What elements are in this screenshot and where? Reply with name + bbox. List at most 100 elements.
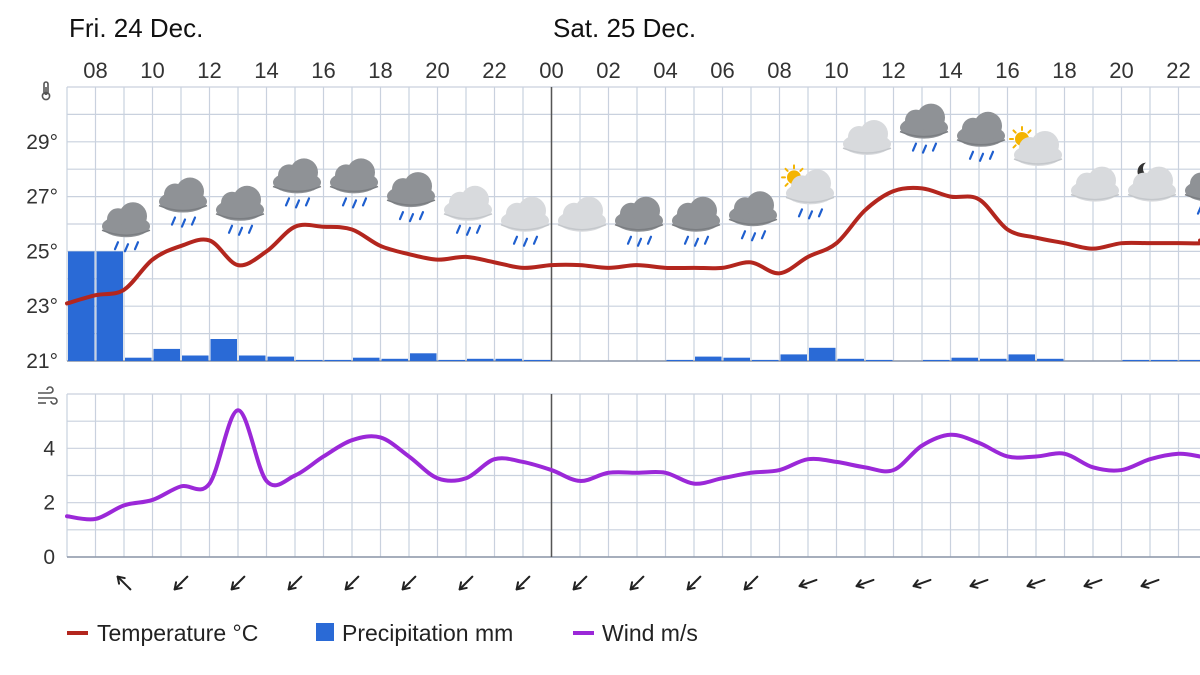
precipitation-bar-4 — [182, 355, 209, 361]
precipitation-bar-10 — [353, 357, 380, 361]
precipitation-bar-13 — [438, 359, 465, 361]
wind-arrow-2 — [230, 575, 246, 591]
wind-arrow-5 — [401, 575, 417, 591]
precipitation-bar-11 — [381, 358, 408, 361]
weather-icon-cloud-rain-0 — [101, 202, 151, 253]
hour-tick-label-11: 06 — [710, 58, 734, 83]
precipitation-bar-16 — [524, 359, 551, 361]
day-label-sat: Sat. 25 Dec. — [553, 13, 696, 43]
weather-icon-cloud-rain-10 — [671, 196, 721, 247]
weather-icon-cloud-rain-4 — [329, 158, 379, 209]
temperature-series — [65, 185, 1200, 306]
wind-tick-label-2: 4 — [43, 437, 55, 460]
thermometer-icon — [41, 81, 51, 101]
hour-tick-label-16: 16 — [995, 58, 1019, 83]
precipitation-bar-12 — [410, 353, 437, 361]
wind-arrow-10 — [686, 575, 702, 591]
precipitation-bar-9 — [324, 359, 351, 361]
temperature-line — [65, 185, 1200, 306]
precipitation-bar-2 — [125, 357, 152, 361]
precipitation-bar-37 — [1122, 359, 1149, 361]
hour-tick-label-8: 00 — [539, 58, 563, 83]
wind-series — [65, 408, 1200, 522]
hour-tick-label-6: 20 — [425, 58, 449, 83]
precipitation-bar-8 — [296, 359, 323, 361]
legend-label-wind: Wind m/s — [602, 620, 698, 646]
wind-line — [65, 408, 1200, 522]
hour-tick-label-0: 08 — [83, 58, 107, 83]
legend-swatch-precipitation — [316, 623, 334, 641]
precipitation-bar-23 — [723, 357, 750, 361]
hour-tick-label-3: 14 — [254, 58, 278, 83]
day-label-fri: Fri. 24 Dec. — [69, 13, 203, 43]
weather-icon-cloud-13 — [842, 120, 892, 156]
hour-tick-label-2: 12 — [197, 58, 221, 83]
weather-icon-cloud-rain-light-6 — [443, 185, 493, 236]
wind-tick-label-0: 0 — [43, 546, 55, 569]
wind-arrow-16 — [1026, 578, 1046, 589]
weather-icon-cloud-rain-3 — [272, 158, 322, 209]
wind-arrow-15 — [969, 578, 989, 589]
precipitation-bar-7 — [267, 356, 294, 361]
precipitation-bar-22 — [695, 356, 722, 361]
wind-arrow-4 — [344, 575, 360, 591]
precipitation-bar-31 — [951, 357, 978, 361]
precipitation-bar-5 — [210, 339, 237, 361]
precipitation-bar-39 — [1179, 359, 1200, 361]
precipitation-bar-0 — [68, 251, 95, 361]
weather-icon-cloud-rain-11 — [728, 191, 778, 242]
weather-icon-cloud-8 — [557, 196, 607, 232]
hour-tick-label-19: 22 — [1166, 58, 1190, 83]
hour-tick-label-1: 10 — [140, 58, 164, 83]
weather-icon-cloud-rain-1 — [158, 177, 208, 228]
precipitation-bar-27 — [837, 358, 864, 361]
hour-tick-label-12: 08 — [767, 58, 791, 83]
wind-arrow-8 — [572, 575, 588, 591]
temp-tick-label-3: 27° — [26, 186, 58, 209]
precipitation-bar-38 — [1151, 359, 1178, 361]
hour-tick-label-10: 04 — [653, 58, 677, 83]
wind-arrow-7 — [515, 575, 531, 591]
precipitation-bar-34 — [1037, 358, 1064, 361]
precipitation-bar-30 — [923, 359, 950, 361]
wind-direction-arrows — [116, 575, 1160, 591]
weather-icon-cloud-17 — [1070, 166, 1120, 202]
hour-tick-label-14: 12 — [881, 58, 905, 83]
wind-arrow-14 — [912, 578, 932, 589]
precipitation-bar-24 — [752, 359, 779, 361]
wind-arrow-3 — [287, 575, 303, 591]
wind-arrow-17 — [1083, 578, 1103, 589]
temp-tick-label-1: 23° — [26, 295, 58, 318]
hour-tick-label-9: 02 — [596, 58, 620, 83]
weather-icon-cloud-rain-19 — [1184, 172, 1200, 215]
legend: Temperature °C Precipitation mm Wind m/s — [67, 620, 698, 646]
wind-arrow-0 — [116, 575, 132, 591]
precipitation-bar-6 — [239, 355, 266, 361]
weather-icon-cloud-rain-14 — [899, 103, 949, 154]
precipitation-bar-14 — [467, 358, 494, 361]
hour-tick-label-7: 22 — [482, 58, 506, 83]
wind-arrow-9 — [629, 575, 645, 591]
weather-icon-sun-cloud-rain-12 — [781, 164, 835, 220]
weather-icon-cloud-rain-2 — [215, 185, 265, 236]
weather-icon-cloud-rain-5 — [386, 172, 436, 223]
precipitation-bar-21 — [666, 359, 693, 361]
temp-tick-label-0: 21° — [26, 350, 58, 373]
wind-icon — [38, 386, 58, 405]
wind-arrow-12 — [798, 578, 818, 589]
legend-label-temperature: Temperature °C — [97, 620, 258, 646]
hour-tick-label-15: 14 — [938, 58, 962, 83]
precipitation-bars — [68, 251, 1200, 361]
precipitation-bar-28 — [866, 359, 893, 361]
weather-icon-sun-cloud-16 — [1009, 125, 1063, 166]
wind-arrow-6 — [458, 575, 474, 591]
precipitation-bar-33 — [1008, 354, 1035, 361]
temp-tick-label-4: 29° — [26, 131, 58, 154]
precipitation-bar-25 — [780, 354, 807, 361]
weather-icon-cloud-rain-light-7 — [500, 196, 550, 247]
legend-label-precipitation: Precipitation mm — [342, 620, 513, 646]
weather-icon-cloud-rain-15 — [956, 111, 1006, 162]
wind-arrow-11 — [743, 575, 759, 591]
